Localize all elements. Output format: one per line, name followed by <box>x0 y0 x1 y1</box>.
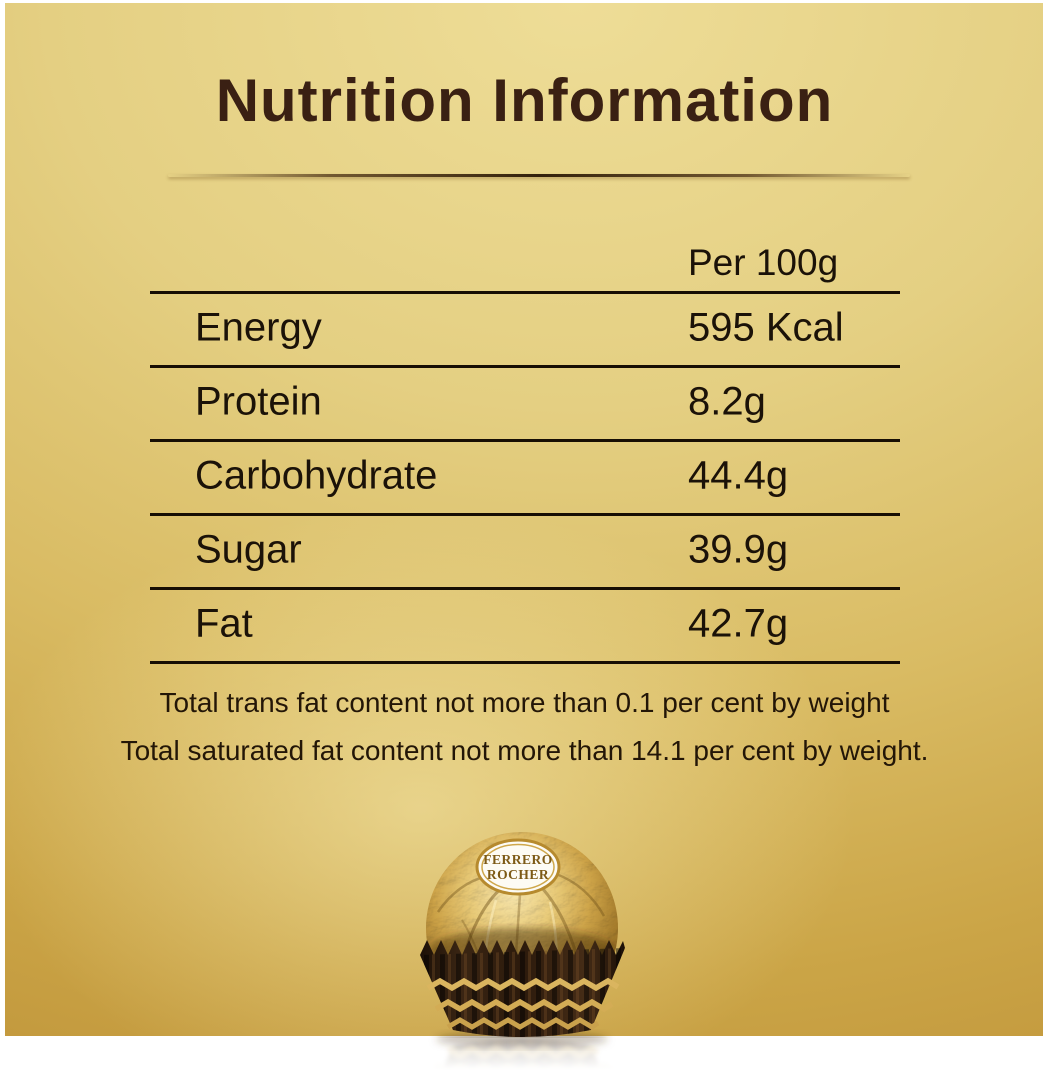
footnotes: Total trans fat content not more than 0.… <box>0 687 1049 783</box>
saturated-fat-note: Total saturated fat content not more tha… <box>120 735 929 766</box>
table-header-row: Per 100g <box>150 238 900 291</box>
table-row-carbohydrate: Carbohydrate 44.4g <box>150 439 900 513</box>
row-label: Sugar <box>195 527 302 572</box>
gold-stripe <box>434 998 614 1013</box>
table-row-fat: Fat 42.7g <box>150 587 900 664</box>
table-row-protein: Protein 8.2g <box>150 365 900 439</box>
reflection-fade <box>392 1038 656 1070</box>
row-value: 42.7g <box>688 601 789 646</box>
brand-text-line1: FERRERO <box>483 852 553 867</box>
trans-fat-note: Total trans fat content not more than 0.… <box>159 687 890 718</box>
brand-text-line2: ROCHER <box>487 867 549 882</box>
row-value: 595 Kcal <box>688 305 844 350</box>
row-label: Carbohydrate <box>195 453 438 498</box>
paper-cup <box>420 940 625 1037</box>
row-label: Energy <box>195 305 322 350</box>
nutrition-table: Per 100g Energy 595 Kcal Protein 8.2g Ca… <box>150 238 900 664</box>
column-header-per-100g: Per 100g <box>688 242 839 283</box>
title-divider-line <box>168 174 910 177</box>
row-label: Fat <box>195 601 253 646</box>
ferrero-rocher-image: FERRERO ROCHER <box>392 832 656 1070</box>
gold-stripe <box>446 1017 600 1030</box>
row-label: Protein <box>195 379 322 424</box>
table-row-energy: Energy 595 Kcal <box>150 291 900 365</box>
brand-label: FERRERO ROCHER <box>475 838 561 896</box>
page-title: Nutrition Information <box>215 67 834 134</box>
gold-stripe <box>426 977 620 992</box>
row-value: 44.4g <box>688 453 789 498</box>
row-value: 8.2g <box>688 379 766 424</box>
table-row-sugar: Sugar 39.9g <box>150 513 900 587</box>
row-value: 39.9g <box>688 527 789 572</box>
